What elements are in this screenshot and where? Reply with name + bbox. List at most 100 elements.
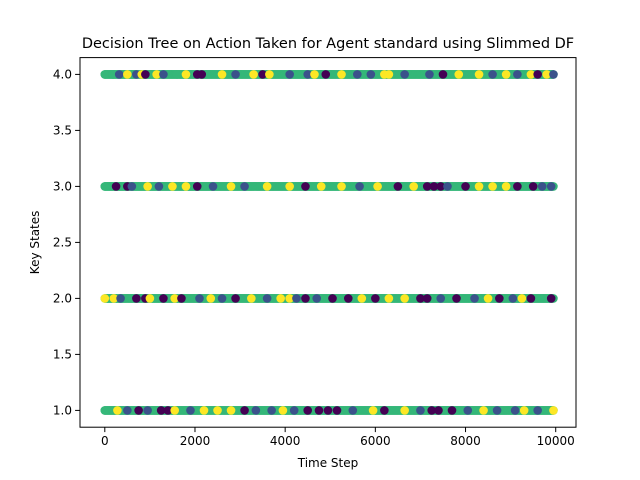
scatter-point [384, 70, 394, 79]
scatter-point [495, 294, 504, 303]
scatter-point [156, 406, 166, 415]
scatter-point [145, 294, 155, 303]
x-tick-label: 0 [101, 434, 109, 448]
scatter-point [546, 182, 556, 191]
scatter-point [111, 182, 121, 191]
scatter-point [217, 294, 227, 303]
scatter-point [343, 294, 353, 303]
scatter-point [109, 294, 119, 303]
scatter-point [100, 182, 110, 191]
scatter-point [526, 70, 536, 79]
scatter-row [100, 182, 558, 191]
y-axis-label: Key States [28, 211, 42, 275]
scatter-point [240, 182, 249, 191]
scatter-point [301, 294, 310, 303]
scatter-row [100, 70, 558, 79]
y-tick-label: 2.5 [53, 236, 72, 250]
scatter-point [549, 406, 558, 415]
scatter-point [217, 70, 227, 79]
scatter-point [422, 182, 432, 191]
scatter-point [517, 294, 527, 303]
scatter-point [159, 294, 168, 303]
scatter-point [510, 406, 520, 415]
scatter-point [533, 406, 542, 415]
scatter-point [501, 182, 511, 191]
scatter-point [371, 294, 380, 303]
scatter-point [310, 70, 319, 79]
scatter-point [285, 294, 294, 303]
scatter-point [357, 294, 367, 303]
scatter-point [373, 182, 382, 191]
scatter-point [546, 294, 556, 303]
scatter-point [368, 406, 378, 415]
plot-area [100, 70, 558, 415]
scatter-row [100, 294, 558, 303]
scatter-point [132, 294, 141, 303]
scatter-point [483, 294, 493, 303]
scatter-point [262, 294, 272, 303]
scatter-point [461, 182, 470, 191]
scatter-point [508, 294, 518, 303]
y-tick-label: 3.5 [53, 124, 72, 138]
scatter-point [172, 70, 182, 79]
scatter-point [292, 294, 301, 303]
scatter-point [488, 182, 497, 191]
scatter-point [154, 182, 164, 191]
scatter-point [463, 406, 473, 415]
scatter-point [542, 70, 551, 79]
scatter-point [267, 406, 276, 415]
scatter-point [353, 70, 362, 79]
scatter-point [100, 406, 110, 415]
y-tick-label: 1.5 [53, 348, 72, 362]
scatter-point [479, 406, 488, 415]
scatter-point [323, 406, 333, 415]
scatter-point [380, 406, 389, 415]
scatter-point [127, 182, 137, 191]
scatter-point [416, 294, 425, 303]
scatter-point [438, 70, 448, 79]
scatter-point [533, 70, 542, 79]
scatter-point [143, 182, 152, 191]
scatter-point [537, 182, 547, 191]
scatter-point [143, 406, 152, 415]
scatter-point [337, 70, 346, 79]
scatter-point [240, 406, 249, 415]
scatter-point [231, 294, 240, 303]
x-tick-label: 4000 [270, 434, 301, 448]
scatter-point [409, 182, 418, 191]
scatter-point [436, 294, 446, 303]
scatter-point [314, 406, 324, 415]
scatter-point [108, 70, 118, 79]
scatter-point [134, 406, 143, 415]
scatter-point [416, 406, 425, 415]
scatter-point [113, 406, 122, 415]
scatter-point [501, 70, 511, 79]
scatter-point [141, 70, 150, 79]
axes-frame [79, 57, 577, 428]
x-axis-label: Time Step [297, 456, 359, 470]
scatter-point [159, 70, 168, 79]
scatter-point [192, 182, 202, 191]
scatter-point [114, 70, 124, 79]
scatter-point [492, 406, 502, 415]
scatter-point [181, 70, 191, 79]
scatter-point [328, 294, 337, 303]
scatter-point [289, 406, 299, 415]
scatter-point [100, 294, 110, 303]
scatter-point [231, 70, 240, 79]
scatter-point [427, 406, 437, 415]
x-tick-label: 8000 [450, 434, 481, 448]
scatter-point [434, 406, 443, 415]
scatter-point [170, 406, 179, 415]
scatter-point [123, 70, 132, 79]
scatter-point [208, 182, 218, 191]
scatter-point [519, 406, 529, 415]
scatter-point [163, 406, 173, 415]
scatter-point [321, 70, 331, 79]
scatter-point [278, 406, 288, 415]
scatter-point [303, 70, 313, 79]
scatter-point [251, 406, 261, 415]
scatter-point [454, 70, 464, 79]
